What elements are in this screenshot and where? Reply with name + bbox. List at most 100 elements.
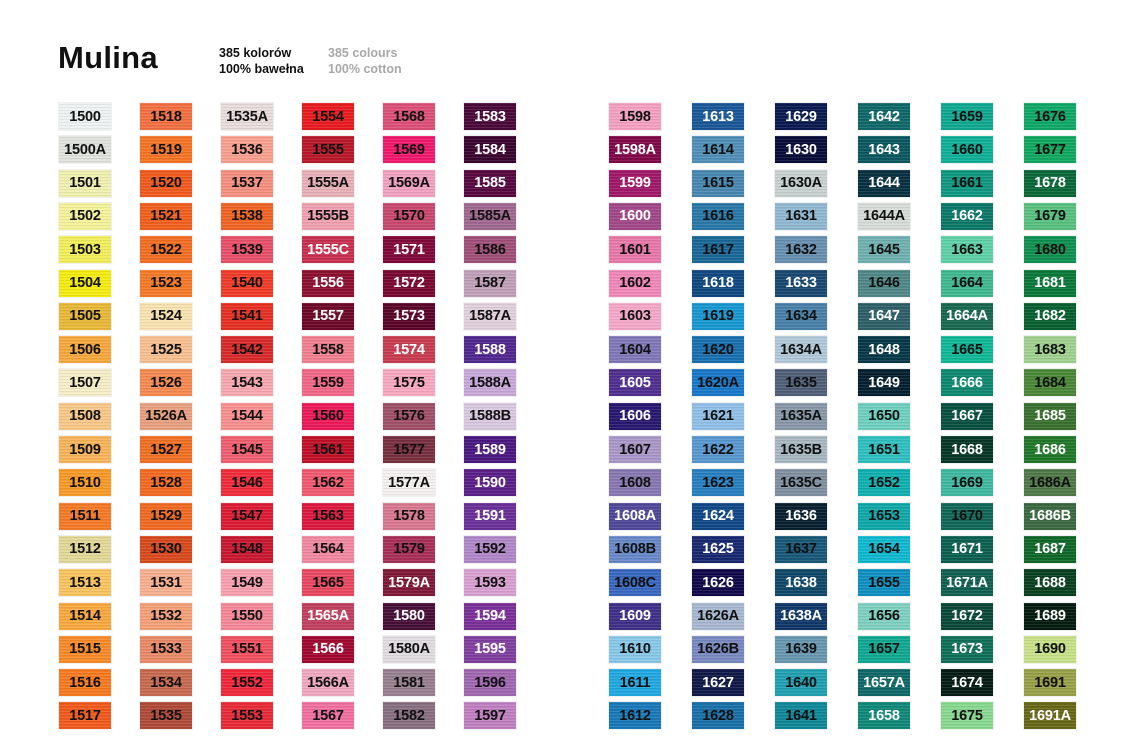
color-swatch: 1555 <box>302 136 354 164</box>
swatch-code: 1528 <box>150 474 182 491</box>
color-swatch: 1609 <box>609 602 661 630</box>
color-swatch: 1550 <box>221 602 273 630</box>
swatch-code: 1632 <box>785 241 817 258</box>
color-swatch: 1536 <box>221 136 273 164</box>
swatch-code: 1555B <box>307 208 349 225</box>
swatch-code: 1534 <box>150 674 182 691</box>
swatch-code: 1605 <box>619 374 651 391</box>
color-swatch: 1570 <box>383 202 435 230</box>
color-swatch: 1548 <box>221 535 273 563</box>
swatch-code: 1661 <box>951 175 983 192</box>
swatch-code: 1589 <box>474 441 506 458</box>
swatch-code: 1635C <box>780 474 822 491</box>
color-swatch: 1511 <box>59 502 111 530</box>
color-swatch: 1654 <box>858 535 910 563</box>
color-swatch: 1597 <box>464 702 516 730</box>
swatch-code: 1525 <box>150 341 182 358</box>
swatch-code: 1584 <box>474 141 506 158</box>
swatch-code: 1548 <box>231 541 263 558</box>
swatch-code: 1553 <box>231 707 263 724</box>
swatch-code: 1583 <box>474 108 506 125</box>
color-swatch: 1553 <box>221 702 273 730</box>
color-swatch: 1661 <box>941 169 993 197</box>
swatch-code: 1542 <box>231 341 263 358</box>
color-swatch: 1603 <box>609 302 661 330</box>
material-en: 100% cotton <box>328 62 402 76</box>
color-swatch: 1620A <box>692 369 744 397</box>
color-swatch: 1671 <box>941 535 993 563</box>
swatch-code: 1631 <box>785 208 817 225</box>
swatch-code: 1674 <box>951 674 983 691</box>
swatch-code: 1640 <box>785 674 817 691</box>
swatch-code: 1608B <box>614 541 656 558</box>
color-swatch: 1518 <box>140 103 192 130</box>
color-swatch: 1552 <box>221 669 273 697</box>
swatch-code: 1684 <box>1034 374 1066 391</box>
swatch-code: 1527 <box>150 441 182 458</box>
color-swatch: 1657A <box>858 669 910 697</box>
swatch-code: 1639 <box>785 641 817 658</box>
color-swatch: 1555A <box>302 169 354 197</box>
swatch-code: 1677 <box>1034 141 1066 158</box>
swatch-code: 1526A <box>145 408 187 425</box>
swatch-code: 1665 <box>951 341 983 358</box>
swatch-code: 1655 <box>868 574 900 591</box>
swatch-code: 1685 <box>1034 408 1066 425</box>
color-swatch: 1625 <box>692 535 744 563</box>
color-swatch: 1581 <box>383 669 435 697</box>
subtitle-english: 385 colours 100% cotton <box>328 45 402 77</box>
swatch-code: 1588A <box>469 374 511 391</box>
color-swatch: 1637 <box>775 535 827 563</box>
swatch-code: 1671 <box>951 541 983 558</box>
color-swatch: 1626 <box>692 569 744 597</box>
swatch-code: 1529 <box>150 508 182 525</box>
color-swatch: 1567 <box>302 702 354 730</box>
color-swatch: 1506 <box>59 336 111 364</box>
color-swatch: 1662 <box>941 202 993 230</box>
color-swatch: 1675 <box>941 702 993 730</box>
swatch-code: 1598A <box>614 141 656 158</box>
color-swatch: 1596 <box>464 669 516 697</box>
color-swatch: 1628 <box>692 702 744 730</box>
color-swatch: 1504 <box>59 269 111 297</box>
swatch-code: 1644 <box>868 175 900 192</box>
swatch-code: 1657 <box>868 641 900 658</box>
color-swatch: 1523 <box>140 269 192 297</box>
swatch-code: 1558 <box>312 341 344 358</box>
color-swatch: 1529 <box>140 502 192 530</box>
color-swatch: 1626B <box>692 635 744 663</box>
swatch-code: 1619 <box>702 308 734 325</box>
swatch-code: 1638 <box>785 574 817 591</box>
swatch-code: 1594 <box>474 608 506 624</box>
swatch-code: 1682 <box>1034 308 1066 325</box>
color-swatch: 1687 <box>1024 535 1076 563</box>
swatch-code: 1666 <box>951 374 983 391</box>
color-swatch: 1559 <box>302 369 354 397</box>
color-swatch: 1528 <box>140 469 192 497</box>
swatch-code: 1687 <box>1034 541 1066 558</box>
swatch-code: 1570 <box>393 208 425 225</box>
color-swatch: 1686B <box>1024 502 1076 530</box>
color-swatch: 1508 <box>59 402 111 430</box>
swatch-code: 1638A <box>780 608 822 624</box>
swatch-code: 1587A <box>469 308 511 325</box>
color-swatch: 1588 <box>464 336 516 364</box>
color-swatch: 1600 <box>609 202 661 230</box>
color-swatch: 1685 <box>1024 402 1076 430</box>
color-swatch: 1598A <box>609 136 661 164</box>
color-swatch: 1551 <box>221 635 273 663</box>
color-swatch: 1555C <box>302 236 354 264</box>
color-swatch: 1613 <box>692 103 744 130</box>
swatch-code: 1648 <box>868 341 900 358</box>
swatch-code: 1580A <box>388 641 430 658</box>
color-swatch: 1526 <box>140 369 192 397</box>
swatch-code: 1555C <box>307 241 349 258</box>
swatch-code: 1579A <box>388 574 430 591</box>
color-swatch: 1517 <box>59 702 111 730</box>
color-swatch: 1515 <box>59 635 111 663</box>
color-swatch: 1549 <box>221 569 273 597</box>
color-swatch: 1635A <box>775 402 827 430</box>
swatch-code: 1515 <box>69 641 101 658</box>
color-swatch: 1630A <box>775 169 827 197</box>
color-swatch: 1561 <box>302 436 354 463</box>
